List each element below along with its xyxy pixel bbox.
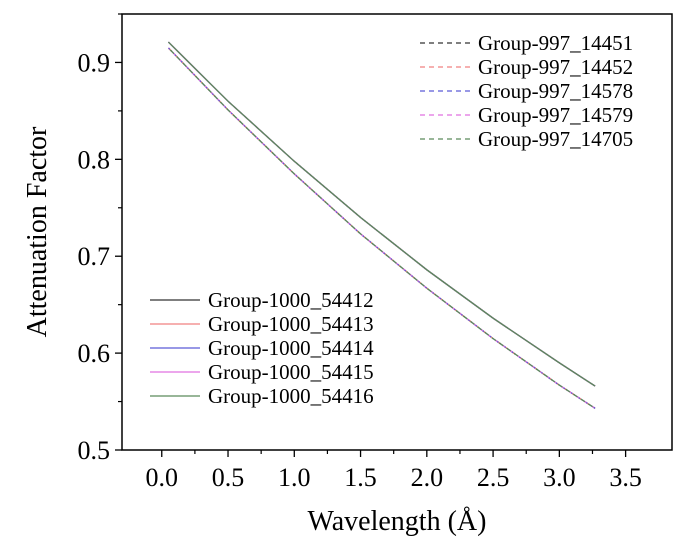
- legend-label: Group-997_14578: [478, 79, 633, 103]
- y-tick-label: 0.7: [78, 242, 111, 271]
- x-tick-label: 3.0: [543, 463, 576, 492]
- plot-frame: [121, 13, 673, 451]
- x-axis-label: Wavelength (Å): [308, 506, 487, 537]
- x-tick-label: 2.0: [411, 463, 444, 492]
- legend-label: Group-1000_54413: [208, 312, 374, 336]
- y-tick-label: 0.9: [78, 48, 111, 77]
- y-tick-label: 0.6: [78, 339, 111, 368]
- legend-label: Group-997_14705: [478, 127, 633, 151]
- x-tick-label: 1.0: [278, 463, 311, 492]
- x-tick-label: 0.5: [212, 463, 245, 492]
- series-line-Group-997_14705: [167, 47, 596, 409]
- legend-label: Group-997_14579: [478, 103, 633, 127]
- x-tick-label: 1.5: [344, 463, 377, 492]
- y-tick-label: 0.5: [78, 436, 111, 465]
- y-axis-label: Attenuation Factor: [22, 126, 53, 337]
- legend-label: Group-997_14452: [478, 55, 633, 79]
- legend-label: Group-1000_54415: [208, 360, 374, 384]
- y-tick-label: 0.8: [78, 145, 111, 174]
- series-line-Group-997_14579: [167, 47, 596, 409]
- legend-label: Group-997_14451: [478, 31, 633, 55]
- legend-label: Group-1000_54412: [208, 288, 374, 312]
- x-tick-label: 0.0: [146, 463, 179, 492]
- legend-label: Group-1000_54414: [208, 336, 374, 360]
- series-line-Group-1000_54416: [167, 41, 596, 387]
- x-tick-label: 3.5: [609, 463, 642, 492]
- legend-label: Group-1000_54416: [208, 384, 374, 408]
- x-tick-label: 2.5: [477, 463, 510, 492]
